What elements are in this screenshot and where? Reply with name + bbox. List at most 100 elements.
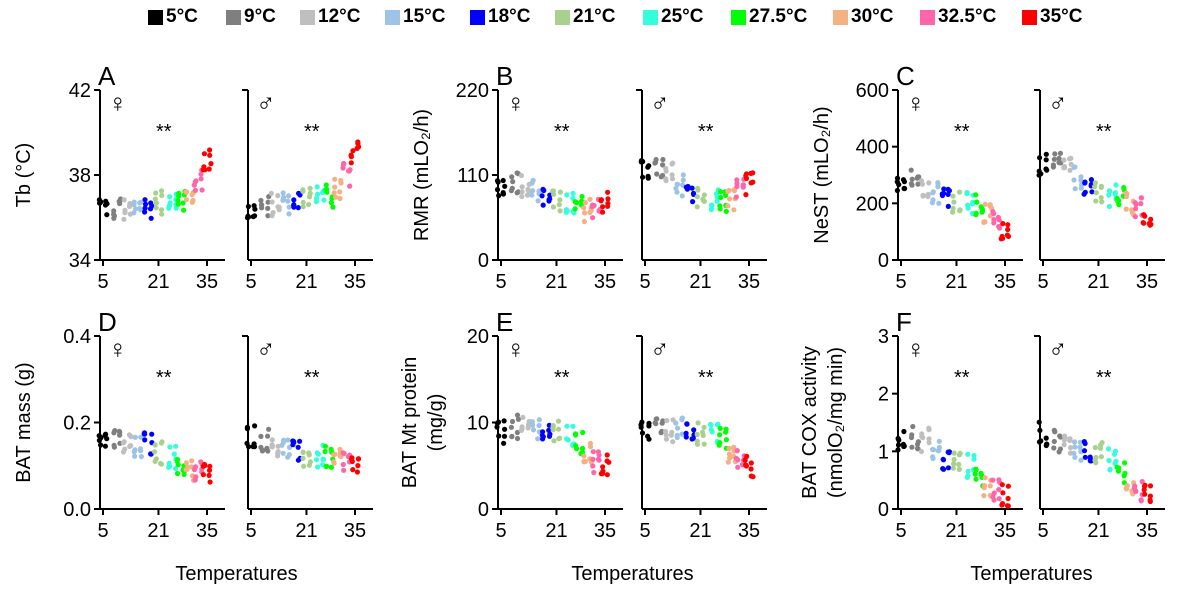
data-point	[930, 447, 937, 453]
data-point	[646, 423, 652, 429]
data-point	[1037, 427, 1043, 433]
data-point	[639, 430, 646, 436]
data-point	[306, 462, 312, 468]
data-point	[579, 445, 586, 452]
data-point	[132, 434, 138, 440]
data-point	[573, 443, 579, 449]
data-point	[315, 464, 321, 470]
panel-label: F	[896, 307, 912, 337]
data-point	[701, 424, 707, 430]
data-point	[173, 466, 179, 472]
data-point	[251, 203, 257, 209]
data-point	[324, 189, 330, 195]
data-point	[723, 208, 729, 214]
data-point	[121, 197, 127, 203]
legend-item: 9°C	[226, 6, 276, 28]
data-point	[1142, 491, 1148, 497]
data-point	[708, 202, 715, 208]
data-point	[183, 460, 189, 466]
data-point	[193, 474, 199, 480]
male-symbol: ♂	[256, 88, 276, 118]
y-axis-label: BAT COX activity (nmolO₂/mg min)	[799, 346, 847, 499]
x-axis-label: Temperatures	[970, 563, 1092, 585]
data-point	[743, 192, 749, 198]
data-point	[999, 501, 1006, 507]
data-point	[951, 461, 957, 467]
data-point	[695, 420, 701, 426]
data-point	[501, 418, 507, 424]
data-point	[663, 168, 669, 174]
x-tick-label: 5	[97, 271, 108, 293]
data-point	[1056, 449, 1062, 455]
data-point	[1051, 438, 1057, 445]
data-point	[572, 206, 578, 212]
data-point	[1061, 442, 1067, 448]
data-point	[999, 233, 1005, 240]
data-point	[494, 424, 500, 430]
x-tick-label: 35	[738, 520, 760, 542]
data-point	[684, 184, 690, 190]
data-point	[1098, 454, 1104, 460]
y-tick-label: 110	[457, 165, 489, 187]
data-point	[743, 462, 749, 468]
data-point	[582, 210, 588, 216]
data-point	[276, 207, 282, 213]
y-tick-label: 20	[467, 326, 489, 348]
data-point	[1098, 184, 1104, 190]
data-point	[266, 426, 272, 432]
data-point	[564, 192, 570, 198]
data-point	[328, 464, 334, 470]
data-point	[972, 471, 978, 477]
data-point	[183, 197, 189, 203]
data-point	[1058, 434, 1064, 440]
panel-label: D	[98, 307, 117, 337]
data-point	[936, 438, 942, 444]
data-point	[332, 176, 338, 182]
data-point	[1097, 445, 1104, 451]
data-point	[98, 442, 104, 448]
data-point	[996, 217, 1002, 223]
data-point	[940, 466, 946, 472]
data-point	[680, 177, 686, 183]
data-point	[102, 432, 108, 438]
data-point	[1141, 220, 1147, 226]
data-point	[341, 467, 347, 473]
data-point	[1067, 437, 1073, 444]
data-point	[908, 434, 915, 441]
data-point	[315, 191, 321, 197]
data-point	[121, 216, 127, 222]
data-point	[701, 192, 708, 198]
legend-swatch	[300, 9, 315, 25]
x-tick-label: 35	[594, 271, 616, 293]
data-point	[658, 174, 664, 180]
data-point	[103, 198, 109, 204]
x-tick-label: 5	[245, 520, 256, 542]
data-point	[951, 199, 957, 205]
data-point	[337, 195, 343, 202]
data-point	[1093, 460, 1099, 466]
data-point	[718, 194, 724, 201]
data-point	[337, 189, 343, 195]
data-point	[987, 483, 993, 489]
data-point	[265, 205, 271, 211]
data-point	[275, 449, 281, 455]
data-point	[153, 205, 159, 211]
legend: 5°C 9°C 12°C 15°C 18°C 21°C 25°C 27.5°C 30°C 32.5…	[0, 0, 1191, 40]
data-point	[701, 441, 707, 447]
data-point	[514, 190, 520, 196]
legend-label: 35°C	[1040, 6, 1083, 27]
data-point	[1078, 174, 1084, 180]
data-point	[176, 193, 182, 199]
data-point	[167, 200, 173, 206]
data-point	[939, 192, 946, 199]
data-point	[740, 184, 746, 190]
data-point	[717, 432, 723, 438]
legend-label: 9°C	[244, 6, 276, 27]
x-tick-label: 35	[196, 520, 218, 542]
data-point	[1004, 232, 1011, 238]
legend-label: 21°C	[573, 6, 616, 27]
data-point	[1139, 479, 1145, 485]
data-point	[930, 189, 936, 195]
data-point	[936, 200, 942, 206]
